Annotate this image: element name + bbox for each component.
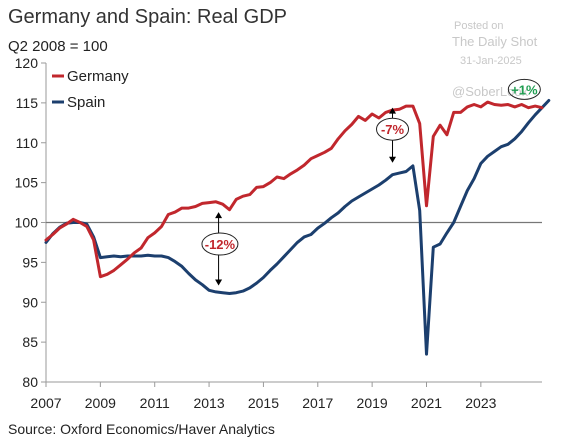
series-line-germany	[44, 100, 544, 279]
y-tick-label: 90	[22, 294, 38, 310]
watermark-date: 31-Jan-2025	[460, 55, 522, 67]
annotation-minus-12: -12%	[205, 237, 236, 252]
source-note: Source: Oxford Economics/Haver Analytics	[8, 421, 275, 437]
arrow-gap-2019-head-bottom	[389, 156, 397, 163]
chart-subtitle: Q2 2008 = 100	[8, 38, 108, 55]
annotation-oval-minus-12	[201, 232, 239, 256]
x-tick-label: 2011	[140, 395, 170, 411]
watermark-posted: Posted on	[454, 20, 504, 32]
arrow-gap-2019-head-top	[389, 107, 397, 114]
x-tick-label: 2023	[465, 395, 496, 411]
x-tick-label: 2013	[193, 395, 224, 411]
series-line-spain	[44, 99, 551, 356]
x-tick-label: 2019	[357, 395, 388, 411]
watermark-handle: @SoberLook	[452, 84, 529, 99]
y-tick-label: 100	[15, 215, 39, 231]
watermark-publisher: The Daily Shot	[452, 34, 538, 49]
y-tick-label: 120	[15, 55, 39, 71]
arrow-spain-drop-head-top	[215, 212, 223, 219]
x-tick-label: 2017	[302, 395, 333, 411]
legend-label-spain: Spain	[67, 94, 105, 111]
annotation-oval-minus-7	[376, 117, 410, 141]
x-tick-label: 2007	[30, 395, 61, 411]
y-tick-label: 95	[22, 254, 38, 270]
legend-label-germany: Germany	[67, 68, 129, 85]
x-tick-label: 2009	[85, 395, 116, 411]
x-tick-label: 2015	[248, 395, 279, 411]
x-tick-label: 2021	[411, 395, 442, 411]
y-tick-label: 110	[16, 135, 39, 151]
y-tick-label: 80	[22, 374, 38, 390]
y-tick-label: 105	[15, 175, 39, 191]
y-tick-label: 85	[22, 334, 38, 350]
annotation-plus-1: +1%	[511, 82, 538, 97]
annotation-oval-plus-1	[507, 78, 541, 100]
annotation-minus-7: -7%	[381, 122, 405, 137]
arrow-spain-drop-head-bottom	[215, 279, 223, 286]
chart-title: Germany and Spain: Real GDP	[8, 6, 288, 28]
y-tick-label: 115	[16, 95, 39, 111]
